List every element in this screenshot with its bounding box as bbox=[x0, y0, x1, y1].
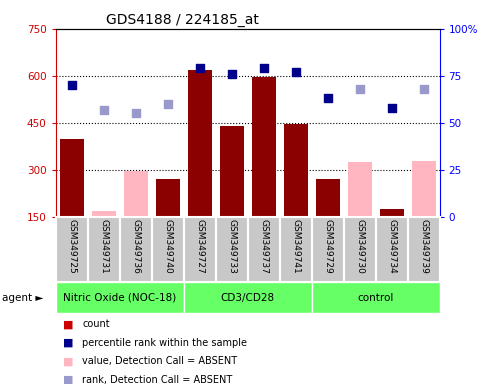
Text: GSM349729: GSM349729 bbox=[323, 219, 332, 274]
Point bbox=[420, 86, 427, 92]
Point bbox=[355, 86, 363, 92]
Point bbox=[388, 105, 396, 111]
Text: GSM349731: GSM349731 bbox=[99, 219, 108, 274]
Bar bbox=[184, 217, 215, 282]
Text: GSM349737: GSM349737 bbox=[259, 219, 268, 274]
Point bbox=[164, 101, 171, 107]
Bar bbox=[56, 217, 87, 282]
Point bbox=[99, 107, 107, 113]
Text: GSM349727: GSM349727 bbox=[195, 219, 204, 274]
Bar bbox=[315, 179, 340, 217]
Text: CD3/CD28: CD3/CD28 bbox=[220, 293, 275, 303]
Bar bbox=[248, 217, 280, 282]
Bar bbox=[184, 282, 312, 313]
Text: count: count bbox=[82, 319, 110, 329]
Text: ■: ■ bbox=[63, 356, 73, 366]
Point bbox=[196, 65, 203, 71]
Bar bbox=[380, 209, 403, 217]
Point bbox=[324, 95, 331, 101]
Text: control: control bbox=[357, 293, 394, 303]
Text: GSM349734: GSM349734 bbox=[387, 219, 396, 274]
Bar bbox=[59, 139, 84, 217]
Point bbox=[132, 111, 140, 117]
Point bbox=[227, 71, 235, 77]
Bar bbox=[187, 70, 212, 217]
Bar bbox=[215, 217, 248, 282]
Text: GSM349739: GSM349739 bbox=[419, 219, 428, 274]
Bar bbox=[312, 217, 343, 282]
Bar bbox=[124, 172, 147, 217]
Bar bbox=[252, 78, 275, 217]
Text: GSM349741: GSM349741 bbox=[291, 219, 300, 274]
Bar bbox=[56, 282, 184, 313]
Bar bbox=[408, 217, 440, 282]
Text: Nitric Oxide (NOC-18): Nitric Oxide (NOC-18) bbox=[63, 293, 176, 303]
Text: agent ►: agent ► bbox=[2, 293, 44, 303]
Point bbox=[292, 69, 299, 75]
Bar bbox=[412, 161, 436, 217]
Text: ■: ■ bbox=[63, 319, 73, 329]
Text: GSM349725: GSM349725 bbox=[67, 219, 76, 274]
Text: GSM349730: GSM349730 bbox=[355, 219, 364, 274]
Text: GSM349733: GSM349733 bbox=[227, 219, 236, 274]
Bar bbox=[348, 162, 371, 217]
Text: GSM349740: GSM349740 bbox=[163, 219, 172, 274]
Bar bbox=[220, 126, 243, 217]
Text: value, Detection Call = ABSENT: value, Detection Call = ABSENT bbox=[82, 356, 237, 366]
Text: percentile rank within the sample: percentile rank within the sample bbox=[82, 338, 247, 348]
Bar bbox=[92, 211, 115, 217]
Bar bbox=[343, 217, 376, 282]
Bar bbox=[152, 217, 184, 282]
Text: ■: ■ bbox=[63, 338, 73, 348]
Bar bbox=[376, 217, 408, 282]
Bar bbox=[280, 217, 312, 282]
Text: rank, Detection Call = ABSENT: rank, Detection Call = ABSENT bbox=[82, 375, 232, 384]
Bar bbox=[120, 217, 152, 282]
Point bbox=[68, 82, 75, 88]
Text: GDS4188 / 224185_at: GDS4188 / 224185_at bbox=[106, 13, 259, 27]
Bar bbox=[156, 179, 180, 217]
Bar bbox=[284, 124, 308, 217]
Point bbox=[260, 65, 268, 71]
Bar bbox=[87, 217, 120, 282]
Bar bbox=[312, 282, 440, 313]
Text: GSM349736: GSM349736 bbox=[131, 219, 140, 274]
Text: ■: ■ bbox=[63, 375, 73, 384]
